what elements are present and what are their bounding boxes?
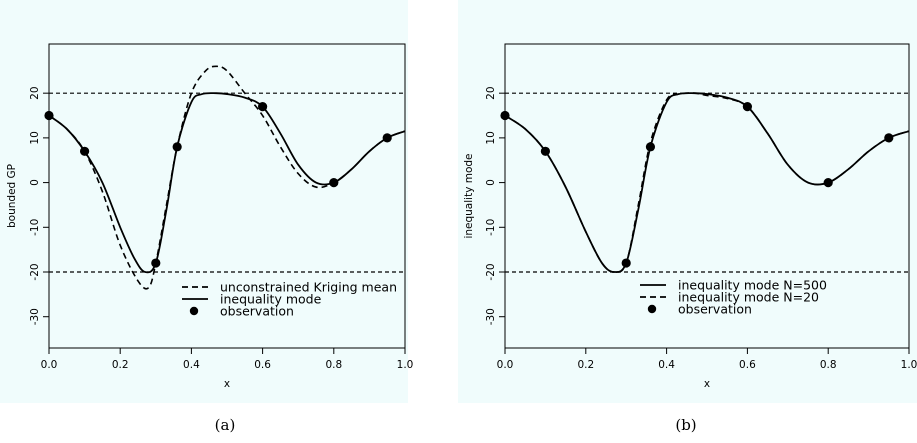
legend-entry: inequality mode N=500 (678, 278, 827, 293)
observation-point (742, 101, 753, 112)
chart-panel-b: 0.0 0.2 0.4 0.6 0.8 1.0 -30 -20 -10 0 10 20 x inequal… (463, 43, 917, 390)
x-tick-label: 0.0 (497, 359, 514, 371)
y-tick-label: -10 (29, 219, 41, 236)
observation-point (645, 142, 656, 152)
chart-panel-a: 0.0 0.2 0.4 0.6 0.8 1.0 -30 -20 -10 0 10 20 x bounded… (6, 43, 414, 390)
observation-point (329, 177, 339, 188)
x-tick-label: 1.0 (397, 359, 414, 371)
x-tick-label: 0.6 (254, 359, 271, 371)
observation-point (823, 177, 833, 188)
legend-marker (647, 304, 657, 314)
observation-point (44, 110, 54, 121)
panel-a-background (0, 0, 408, 403)
legend-entry: observation (678, 302, 752, 317)
y-tick-label: 20 (29, 86, 41, 99)
legend-entry: unconstrained Kriging mean (220, 280, 397, 295)
observation-point (500, 110, 510, 121)
x-axis-label: x (224, 378, 230, 390)
y-tick-label: -20 (485, 263, 497, 280)
x-tick-label: 0.4 (658, 359, 675, 371)
observation-point (80, 146, 90, 156)
y-tick-label: 10 (29, 131, 41, 144)
caption-b: (b) (675, 416, 696, 434)
observation-point (258, 101, 268, 112)
observation-point (382, 133, 392, 143)
x-tick-label: 0.6 (739, 359, 756, 371)
y-tick-label: 0 (29, 179, 41, 186)
plot-frame (48, 43, 406, 349)
x-tick-label: 0.8 (325, 359, 342, 371)
y-tick-label: -20 (29, 263, 41, 280)
panel-b-background (458, 0, 917, 403)
caption-a: (a) (215, 416, 236, 434)
y-tick-label: -10 (485, 219, 497, 236)
legend-entry: observation (220, 304, 294, 319)
x-tick-label: 0.4 (183, 359, 200, 371)
observation-point (621, 258, 631, 268)
legend-entry: inequality mode (220, 292, 322, 307)
observation-point (884, 133, 894, 143)
x-tick-label: 0.0 (41, 359, 58, 371)
y-axis-label: inequality mode (463, 153, 475, 238)
x-axis-label: x (704, 378, 710, 390)
y-tick-label: -30 (485, 308, 497, 325)
x-tick-label: 0.2 (112, 359, 129, 371)
x-tick-label: 1.0 (901, 359, 917, 371)
legend-marker (189, 306, 199, 316)
x-tick-label: 0.8 (820, 359, 837, 371)
y-tick-label: 20 (485, 86, 497, 99)
y-axis-label: bounded GP (6, 164, 18, 228)
observation-point (151, 258, 161, 268)
plot-frame (504, 43, 910, 349)
y-tick-label: 10 (485, 131, 497, 144)
y-tick-label: -30 (29, 308, 41, 325)
x-tick-label: 0.2 (577, 359, 594, 371)
y-tick-label: 0 (485, 179, 497, 186)
observation-point (540, 146, 551, 156)
series-line (504, 92, 910, 273)
observation-point (172, 142, 182, 152)
legend-entry: inequality mode N=20 (678, 290, 819, 305)
